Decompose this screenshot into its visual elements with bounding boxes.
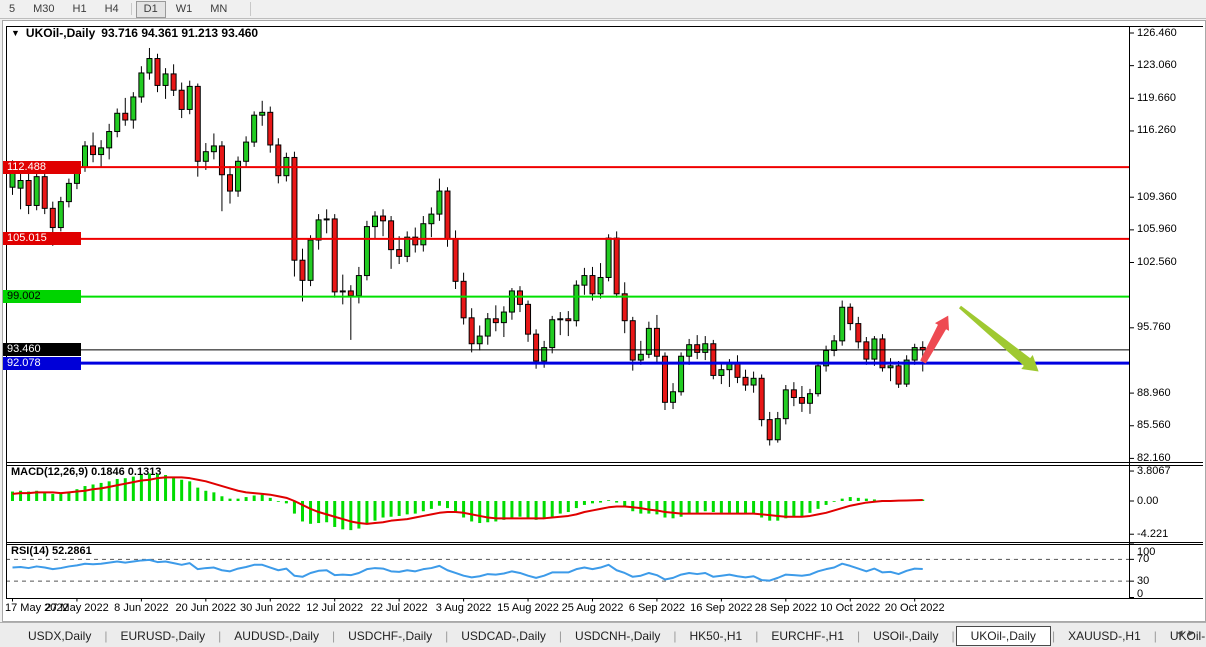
date-label: 22 Jul 2022	[370, 602, 428, 614]
price-tick-label: 88.960	[1137, 386, 1171, 399]
tab-separator: |	[951, 628, 955, 643]
symbol-tab-eurusd-daily[interactable]: EURUSD-,Daily	[120, 628, 206, 643]
timeframe-m5-button[interactable]: 5	[9, 2, 16, 15]
rsi-pane	[6, 558, 1129, 582]
date-label: 12 Jul 2022	[306, 602, 364, 614]
date-label: 27 May 2022	[45, 602, 109, 614]
date-label: 6 Sep 2022	[628, 602, 686, 614]
symbol-tab-bar: USDX,Daily | EURUSD-,Daily | AUDUSD-,Daily | U…	[0, 622, 1206, 647]
rsi-tick-label: 30	[1137, 574, 1150, 587]
tab-separator: |	[445, 628, 449, 643]
tab-scroll-right-icon[interactable]: ▸	[1188, 627, 1200, 639]
macd-tick-label: 0.00	[1137, 494, 1159, 507]
date-label: 17 May 2022	[5, 602, 69, 614]
annotation-arrows	[920, 305, 1039, 372]
toolbar-divider	[250, 2, 252, 16]
price-badge-105.015: 105.015	[3, 232, 81, 246]
date-label: 20 Oct 2022	[884, 602, 945, 614]
timeframe-m30-button[interactable]: M30	[33, 2, 55, 15]
chart-ohlc-values: 93.716 94.361 91.213 93.460	[101, 26, 259, 40]
price-badge-112.488: 112.488	[3, 160, 81, 174]
chart-symbol-label: UKOil-,Daily	[25, 26, 96, 40]
rsi-tick-label: 100	[1137, 546, 1156, 558]
price-tick-label: 116.260	[1137, 124, 1176, 137]
date-label: 3 Aug 2022	[435, 602, 492, 614]
symbol-tab-usoil-daily[interactable]: USOil-,Daily	[873, 628, 939, 643]
date-label: 16 Sep 2022	[690, 602, 753, 614]
symbol-tab-ukoil-daily[interactable]: UKOil-,Daily	[1169, 628, 1206, 643]
chart-dropdown-icon[interactable]: ▼	[11, 28, 20, 38]
symbol-tab-usdx-daily[interactable]: USDX,Daily	[28, 628, 92, 643]
macd-tick-label: -4.221	[1137, 527, 1169, 540]
scale-ticks	[12, 32, 1134, 602]
symbol-tab-eurchf-h1[interactable]: EURCHF-,H1	[771, 628, 844, 643]
symbol-tab-ukoil-daily-active[interactable]: UKOil-,Daily	[955, 625, 1051, 646]
candles	[9, 47, 926, 446]
macd-signal-line	[12, 476, 923, 525]
price-tick-label: 105.960	[1137, 223, 1177, 236]
date-label: 10 Oct 2022	[820, 602, 881, 614]
macd-indicator-label: MACD(12,26,9) 0.1846 0.1313	[11, 466, 162, 478]
date-label: 25 Aug 2022	[561, 602, 624, 614]
macd-tick-label: 3.8067	[1137, 464, 1171, 477]
symbol-tab-xauusd-h1[interactable]: XAUUSD-,H1	[1068, 628, 1141, 643]
rsi-tick-label: 70	[1137, 552, 1150, 565]
symbol-tab-usdcad-daily[interactable]: USDCAD-,Daily	[461, 628, 546, 643]
green-down-arrow[interactable]	[958, 305, 1039, 372]
tab-separator: |	[104, 628, 108, 643]
pane-frame	[6, 26, 1203, 599]
timeframe-toolbar: 5 M30 H1 H4 D1 W1 MN	[0, 0, 1206, 19]
timeframe-w1-button[interactable]: W1	[175, 2, 193, 15]
timeframe-mn-button[interactable]: MN	[210, 2, 228, 15]
level-lines	[6, 166, 1129, 365]
chart-window[interactable]: ▼ UKOil-,Daily 93.716 94.361 91.213 93.4…	[2, 20, 1206, 622]
chart-canvas[interactable]	[3, 21, 1203, 619]
price-tick-label: 95.760	[1137, 321, 1171, 334]
tab-separator: |	[755, 628, 759, 643]
price-badge-99.002: 99.002	[3, 290, 81, 304]
toolbar-divider	[130, 3, 132, 15]
symbol-tab-hk50-h1[interactable]: HK50-,H1	[689, 628, 743, 643]
symbol-tab-strip: USDX,Daily | EURUSD-,Daily | AUDUSD-,Daily | U…	[0, 623, 1206, 647]
timeframe-d1-button[interactable]: D1	[135, 0, 166, 18]
tab-scroll-left-icon[interactable]: ◂	[1176, 627, 1189, 639]
date-label: 20 Jun 2022	[175, 602, 237, 614]
macd-histogram	[11, 473, 925, 531]
tab-separator: |	[1051, 628, 1056, 643]
price-tick-label: 109.360	[1137, 190, 1177, 203]
timeframe-h1-button[interactable]: H1	[72, 2, 87, 15]
timeframe-h4-button[interactable]: H4	[104, 2, 119, 15]
tab-separator: |	[331, 628, 336, 643]
rsi-line	[12, 558, 923, 582]
tab-separator: |	[558, 628, 563, 643]
tab-separator: |	[857, 628, 861, 643]
price-badge-93.460: 93.460	[3, 343, 81, 357]
symbol-tab-usdchf-daily[interactable]: USDCHF-,Daily	[348, 628, 433, 643]
symbol-tab-usdcnh-daily[interactable]: USDCNH-,Daily	[575, 628, 661, 643]
symbol-tab-audusd-daily[interactable]: AUDUSD-,Daily	[234, 628, 319, 643]
chart-title: ▼ UKOil-,Daily 93.716 94.361 91.213 93.4…	[11, 26, 258, 40]
date-label: 8 Jun 2022	[114, 602, 169, 614]
rsi-tick-label: 0	[1137, 587, 1144, 600]
rsi-indicator-label: RSI(14) 52.2861	[11, 545, 92, 557]
price-tick-label: 85.560	[1137, 419, 1171, 432]
price-badge-92.078: 92.078	[3, 356, 81, 370]
price-tick-label: 126.460	[1137, 26, 1177, 39]
tab-separator: |	[218, 628, 222, 643]
tab-scroll-arrows: ◂▸	[1177, 626, 1200, 639]
tab-separator: |	[1153, 628, 1157, 643]
price-tick-label: 119.660	[1137, 91, 1176, 104]
price-tick-label: 102.560	[1137, 256, 1177, 268]
price-tick-label: 123.060	[1137, 59, 1177, 72]
tab-separator: |	[673, 628, 677, 643]
date-label: 30 Jun 2022	[239, 602, 301, 614]
date-label: 28 Sep 2022	[754, 602, 817, 614]
red-up-arrow[interactable]	[920, 315, 950, 364]
date-label: 15 Aug 2022	[497, 602, 559, 614]
price-tick-label: 82.160	[1137, 451, 1171, 464]
